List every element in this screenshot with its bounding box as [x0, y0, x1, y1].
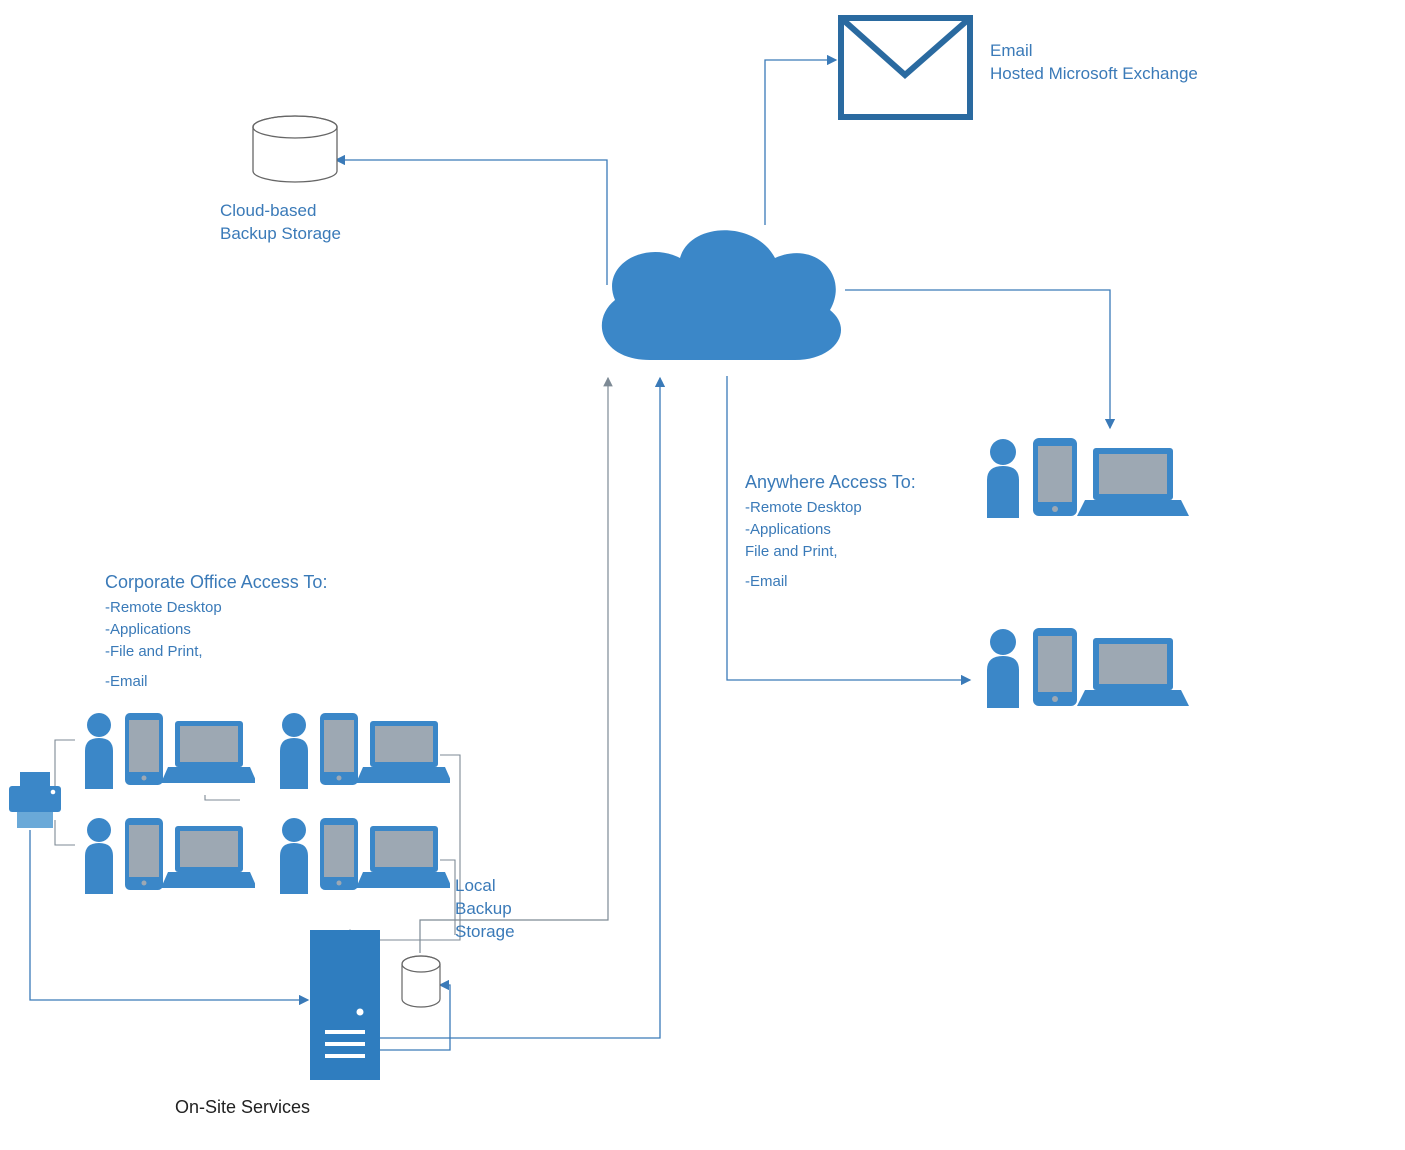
edge-cloud-email [765, 60, 836, 225]
corp-access-item-1: -Applications [105, 620, 191, 640]
local-backup-label-3: Storage [455, 922, 515, 941]
edge-cloud-cloudbackup [336, 160, 607, 285]
email-label: Email Hosted Microsoft Exchange [990, 40, 1198, 86]
cloud-backup-label: Cloud-based Backup Storage [220, 200, 341, 246]
cloud-backup-label-1: Cloud-based [220, 201, 316, 220]
user-cluster-corp-bl [75, 810, 255, 900]
local-backup-label-1: Local [455, 876, 496, 895]
email-icon [838, 15, 973, 120]
diagram-canvas: Email Hosted Microsoft Exchange Cloud-ba… [0, 0, 1405, 1150]
email-sub: Hosted Microsoft Exchange [990, 64, 1198, 83]
anywhere-access-item-1: -Applications [745, 520, 831, 540]
local-backup-icon [400, 955, 442, 1010]
server-icon [310, 930, 380, 1080]
user-cluster-anywhere-1 [975, 430, 1195, 525]
corp-access-item-3: -Email [105, 672, 148, 692]
user-cluster-corp-tl [75, 705, 255, 795]
edge-usertl-mid [205, 795, 240, 800]
printer-icon [5, 770, 65, 832]
local-backup-label: Local Backup Storage [455, 875, 515, 944]
user-cluster-corp-br [270, 810, 450, 900]
server-label: On-Site Services [175, 1095, 310, 1119]
anywhere-access-item-3: -Email [745, 572, 788, 592]
corp-access-item-0: -Remote Desktop [105, 598, 222, 618]
corp-access-item-2: -File and Print, [105, 642, 203, 662]
anywhere-access-title: Anywhere Access To: [745, 470, 916, 494]
email-title: Email [990, 41, 1033, 60]
corp-access-title: Corporate Office Access To: [105, 570, 327, 594]
anywhere-access-item-0: -Remote Desktop [745, 498, 862, 518]
edge-cloud-user1 [845, 290, 1110, 428]
local-backup-label-2: Backup [455, 899, 512, 918]
user-cluster-anywhere-2 [975, 620, 1195, 715]
cloud-icon [585, 210, 845, 385]
anywhere-access-item-2: File and Print, [745, 542, 838, 562]
cloud-backup-label-2: Backup Storage [220, 224, 341, 243]
cloud-backup-icon [250, 115, 340, 185]
user-cluster-corp-tr [270, 705, 450, 795]
